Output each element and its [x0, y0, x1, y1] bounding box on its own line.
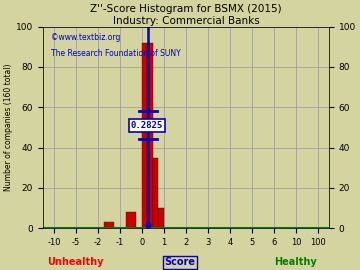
- Y-axis label: Number of companies (160 total): Number of companies (160 total): [4, 64, 13, 191]
- Bar: [104, 222, 114, 228]
- Text: 0.2825: 0.2825: [131, 121, 163, 130]
- Bar: [153, 158, 158, 228]
- Bar: [126, 212, 136, 228]
- Bar: [158, 208, 164, 228]
- Text: The Research Foundation of SUNY: The Research Foundation of SUNY: [51, 49, 181, 58]
- Text: Healthy: Healthy: [274, 257, 317, 267]
- Text: ©www.textbiz.org: ©www.textbiz.org: [51, 33, 121, 42]
- Text: Score: Score: [165, 257, 195, 267]
- Text: Unhealthy: Unhealthy: [47, 257, 103, 267]
- Bar: [148, 43, 153, 228]
- Bar: [142, 43, 147, 228]
- Title: Z''-Score Histogram for BSMX (2015)
Industry: Commercial Banks: Z''-Score Histogram for BSMX (2015) Indu…: [90, 4, 282, 26]
